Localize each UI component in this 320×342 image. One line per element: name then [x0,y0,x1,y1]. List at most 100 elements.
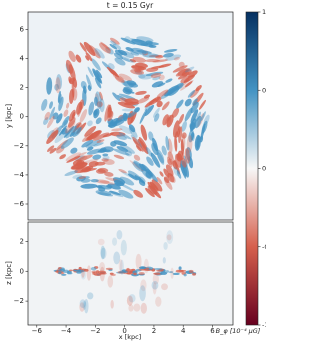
field-blob [60,137,74,149]
field-blob [65,152,82,162]
field-blob [117,101,135,109]
field-blob [159,171,164,177]
y-tick-label: −2 [14,297,24,305]
field-blob [144,105,151,111]
field-blob [167,138,173,153]
field-blob [189,122,196,131]
field-blob [41,98,48,111]
field-blob [178,72,190,80]
field-blob [133,154,141,161]
field-blob [154,113,160,122]
field-blob [63,119,69,126]
field-blob [125,268,134,273]
field-blob [163,168,170,178]
field-blob [133,303,141,312]
field-blob [113,251,121,265]
field-blob [61,115,70,128]
field-blob [188,129,194,143]
field-blob [190,109,199,123]
field-blob [119,55,134,63]
field-blob [93,108,100,119]
field-blob [166,234,172,241]
field-blob [83,41,96,57]
field-blob [65,125,77,139]
field-blob [78,269,85,273]
x-tick-label: 2 [152,327,156,335]
field-blob [70,162,88,170]
field-blob [150,152,161,168]
field-blob [161,283,168,291]
field-blob [107,183,121,190]
field-blob [167,158,173,165]
field-blob [130,69,145,75]
field-blob [94,48,105,59]
field-blob [155,96,162,103]
field-blob [161,101,170,111]
field-blob [141,266,147,269]
field-blob [49,106,56,120]
field-blob [139,285,146,302]
field-blob [150,73,162,78]
field-blob [132,270,138,274]
field-blob [58,96,64,111]
field-blob [128,304,134,312]
field-blob [135,253,142,270]
field-blob [138,271,145,275]
field-blob [180,80,194,91]
field-blob [184,98,192,107]
field-blob [146,156,154,166]
field-blob [161,145,167,156]
field-blob [118,270,126,274]
field-blob [162,257,166,264]
y-tick-label: 6 [20,25,25,33]
field-blob [110,40,117,46]
field-blob [172,107,180,118]
field-blob [128,294,136,303]
field-blob [85,165,94,170]
field-blob [99,266,105,282]
field-blob [50,127,59,137]
field-blob [135,90,147,96]
field-blob [80,268,87,280]
field-blob [68,78,75,85]
field-blob [112,43,122,50]
field-blob [184,81,193,88]
field-blob [152,282,157,295]
field-blob [119,183,135,192]
field-blob [68,269,73,272]
field-blob [118,168,127,174]
field-blob [104,171,114,177]
field-blob [46,77,53,95]
field-image [53,229,197,314]
field-blob [136,50,152,54]
field-blob [192,272,196,276]
field-blob [140,124,148,141]
field-blob [152,107,160,118]
field-blob [49,101,54,109]
field-blob [198,99,206,110]
field-blob [174,135,178,152]
field-blob [100,245,106,260]
field-blob [194,115,202,129]
field-blob [110,299,114,309]
field-blob [168,151,175,166]
chart-title: t = 0.15 Gyr [107,1,154,10]
field-blob [162,114,169,126]
field-blob [76,154,93,162]
field-blob [180,163,187,179]
field-blob [57,90,61,103]
field-blob [49,147,57,154]
field-blob [187,90,196,98]
field-blob [62,269,70,273]
field-blob [188,269,194,274]
field-blob [173,166,180,177]
field-blob [105,267,113,271]
field-blob [79,42,87,53]
field-blob [156,89,169,98]
field-blob [128,126,138,138]
field-blob [81,139,94,148]
field-blob [118,132,132,140]
field-blob [120,239,127,256]
field-blob [106,66,120,78]
field-blob [101,158,109,162]
